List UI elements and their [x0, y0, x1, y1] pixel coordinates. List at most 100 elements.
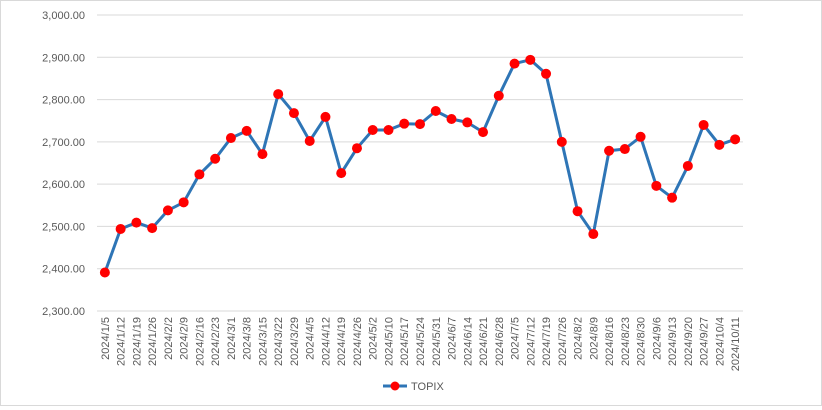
x-tick-label: 2024/1/26 [147, 317, 159, 366]
data-point [446, 114, 457, 125]
data-point [572, 206, 583, 217]
x-tick-label: 2024/7/26 [557, 317, 569, 366]
data-point [730, 134, 741, 145]
data-point [635, 131, 646, 142]
y-tick-label: 2,400.00 [42, 264, 85, 276]
x-tick-label: 2024/5/10 [383, 317, 395, 366]
data-point [241, 125, 252, 136]
x-tick-label: 2024/2/9 [179, 317, 191, 360]
data-point [210, 153, 221, 164]
legend-marker-swatch [390, 381, 400, 391]
x-tick-label: 2024/10/4 [714, 317, 726, 366]
data-point [367, 125, 378, 136]
data-point [257, 149, 268, 160]
data-point [698, 119, 709, 130]
x-tick-label: 2024/3/29 [289, 317, 301, 366]
x-tick-label: 2024/4/12 [320, 317, 332, 366]
x-tick-label: 2024/2/16 [194, 317, 206, 366]
x-tick-label: 2024/3/15 [257, 317, 269, 366]
y-tick-label: 3,000.00 [42, 10, 85, 22]
series-line-topix [103, 58, 736, 274]
data-point [147, 223, 158, 234]
data-point [714, 139, 725, 150]
x-tick-label: 2024/6/14 [462, 317, 474, 366]
data-point [556, 136, 567, 147]
x-tick-label: 2024/5/31 [431, 317, 443, 366]
x-tick-label: 2024/5/2 [368, 317, 380, 360]
x-tick-label: 2024/8/2 [573, 317, 585, 360]
x-tick-label: 2024/3/1 [226, 317, 238, 360]
x-tick-label: 2024/3/8 [242, 317, 254, 360]
data-point [178, 197, 189, 208]
y-tick-label: 2,800.00 [42, 95, 85, 107]
data-point [604, 145, 615, 156]
data-point [667, 192, 678, 203]
x-tick-label: 2024/6/7 [447, 317, 459, 360]
x-tick-label: 2024/8/30 [636, 317, 648, 366]
data-point [304, 136, 315, 147]
y-tick-label: 2,600.00 [42, 179, 85, 191]
data-point [320, 111, 331, 122]
y-tick-label: 2,300.00 [42, 306, 85, 318]
data-point [273, 89, 284, 100]
x-tick-label: 2024/7/12 [525, 317, 537, 366]
data-point [493, 90, 504, 101]
x-tick-label: 2024/2/2 [163, 317, 175, 360]
data-point [288, 108, 299, 119]
x-tick-label: 2024/1/19 [131, 317, 143, 366]
legend: TOPIX [383, 381, 444, 393]
data-point [682, 160, 693, 171]
x-tick-label: 2024/9/13 [667, 317, 679, 366]
data-point [541, 68, 552, 79]
x-axis-labels: 2024/1/5 2024/1/12 2024/1/19 2024/1/26 2024/… [100, 317, 742, 371]
data-point [351, 143, 362, 154]
data-point [478, 127, 489, 138]
data-point [651, 180, 662, 191]
legend-label: TOPIX [411, 381, 444, 393]
data-point [225, 133, 236, 144]
x-tick-label: 2024/6/21 [478, 317, 490, 366]
x-tick-label: 2024/7/5 [510, 317, 522, 360]
data-point [336, 168, 347, 179]
data-point [162, 205, 173, 216]
x-tick-label: 2024/4/19 [336, 317, 348, 366]
x-tick-label: 2024/7/19 [541, 317, 553, 366]
x-tick-label: 2024/1/12 [116, 317, 128, 366]
data-point [588, 229, 599, 240]
data-point [99, 267, 110, 278]
data-point [619, 144, 630, 155]
x-tick-label: 2024/5/17 [399, 317, 411, 366]
x-tick-label: 2024/2/23 [210, 317, 222, 366]
x-tick-label: 2024/1/5 [100, 317, 112, 360]
data-point [383, 125, 394, 136]
data-point [399, 118, 410, 129]
x-tick-label: 2024/3/22 [273, 317, 285, 366]
data-point [430, 105, 441, 116]
x-tick-label: 2024/9/27 [699, 317, 711, 366]
x-tick-label: 2024/4/26 [352, 317, 364, 366]
x-tick-label: 2024/8/16 [604, 317, 616, 366]
x-tick-label: 2024/6/28 [494, 317, 506, 366]
data-point [115, 223, 126, 234]
data-point [509, 58, 520, 69]
y-tick-label: 2,900.00 [42, 52, 85, 64]
x-tick-label: 2024/4/5 [305, 317, 317, 360]
x-tick-label: 2024/5/24 [415, 317, 427, 366]
data-point [415, 119, 425, 130]
y-axis-labels: 2,300.00 2,400.00 2,500.00 2,600.00 2,700.00… [42, 10, 85, 318]
data-point [194, 169, 205, 180]
x-tick-label: 2024/8/9 [588, 317, 600, 360]
x-tick-label: 2024/9/20 [683, 317, 695, 366]
x-tick-label: 2024/9/6 [651, 317, 663, 360]
gridlines [97, 14, 743, 312]
data-point [462, 117, 473, 128]
x-tick-label: 2024/10/11 [730, 317, 742, 371]
y-tick-label: 2,500.00 [42, 221, 85, 233]
plot-area [99, 54, 741, 278]
x-tick-label: 2024/8/23 [620, 317, 632, 366]
data-point [525, 54, 536, 65]
data-point [131, 217, 142, 228]
y-tick-label: 2,700.00 [42, 137, 85, 149]
